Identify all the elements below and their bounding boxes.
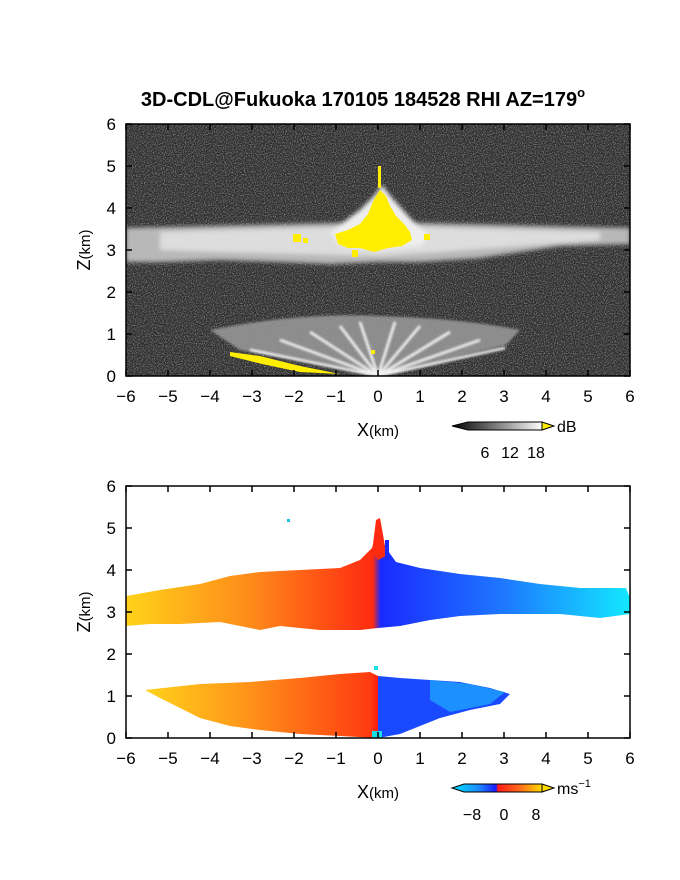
y-axis-label: Z(km)	[74, 230, 94, 271]
x-tick-label: −2	[284, 387, 303, 406]
backscatter-plot	[126, 124, 630, 376]
x-tick-label: 3	[499, 387, 508, 406]
x-axis-label: X(km)	[357, 420, 399, 440]
x-tick-label: −4	[200, 387, 219, 406]
x-tick-label: 0	[373, 749, 382, 768]
x-tick-label: −6	[116, 749, 135, 768]
colorbar-unit: dB	[557, 419, 577, 436]
colorbar-tick-label: −8	[463, 807, 481, 824]
chart-title: 3D-CDL@Fukuoka 170105 184528 RHI AZ=179o	[141, 85, 585, 111]
x-tick-label: 6	[625, 749, 634, 768]
x-axis-label: X(km)	[357, 782, 399, 802]
x-tick-label: −5	[158, 387, 177, 406]
x-tick-label: 2	[457, 387, 466, 406]
colorbar-backscatter: dB 6 12 18	[451, 419, 577, 462]
x-axis: −6 −5 −4 −3 −2 −1 0 1 2 3 4 5 6	[116, 486, 635, 768]
colorbar-tick-label: 0	[500, 807, 509, 824]
y-tick-label: 4	[107, 199, 116, 218]
y-tick-label: 5	[107, 157, 116, 176]
y-tick-label: 0	[107, 367, 116, 386]
y-tick-label: 6	[107, 477, 116, 496]
y-tick-label: 3	[107, 241, 116, 260]
x-tick-label: 1	[415, 749, 424, 768]
x-tick-label: −5	[158, 749, 177, 768]
y-tick-label: 1	[107, 325, 116, 344]
colorbar-tick-label: 6	[481, 445, 490, 462]
colorbar-tick-label: 18	[527, 445, 545, 462]
x-tick-label: −3	[242, 749, 261, 768]
lower-velocity-layer	[145, 666, 510, 738]
velocity-plot	[126, 486, 630, 738]
x-tick-label: −1	[326, 387, 345, 406]
x-tick-label: −3	[242, 387, 261, 406]
colorbar-tick-label: 12	[501, 445, 519, 462]
x-tick-label: 3	[499, 749, 508, 768]
x-tick-label: 2	[457, 749, 466, 768]
y-tick-label: 6	[107, 115, 116, 134]
y-tick-label: 0	[107, 729, 116, 748]
x-tick-label: 5	[583, 387, 592, 406]
upper-velocity-layer	[126, 528, 630, 630]
colorbar-tick-label: 8	[532, 807, 541, 824]
y-axis: 0 1 2 3 4 5 6	[107, 477, 630, 748]
x-tick-label: −2	[284, 749, 303, 768]
y-tick-label: 1	[107, 687, 116, 706]
x-tick-label: 4	[541, 387, 550, 406]
y-tick-label: 5	[107, 519, 116, 538]
y-axis-label: Z(km)	[74, 592, 94, 633]
strong-echo-region	[230, 166, 430, 374]
x-tick-label: −1	[326, 749, 345, 768]
low-level-fan	[210, 315, 520, 376]
colorbar-unit: ms−1	[557, 778, 591, 798]
x-tick-label: −4	[200, 749, 219, 768]
x-tick-label: 1	[415, 387, 424, 406]
x-tick-label: −6	[116, 387, 135, 406]
x-tick-label: 5	[583, 749, 592, 768]
x-tick-label: 0	[373, 387, 382, 406]
y-tick-label: 2	[107, 283, 116, 302]
y-axis: 0 1 2 3 4 5 6	[107, 115, 630, 386]
x-tick-label: 4	[541, 749, 550, 768]
colorbar-velocity: ms−1 −8 0 8	[450, 778, 591, 824]
y-tick-label: 2	[107, 645, 116, 664]
y-tick-label: 3	[107, 603, 116, 622]
x-tick-label: 6	[625, 387, 634, 406]
x-axis: −6 −5 −4 −3 −2 −1 0 1 2 3 4 5 6	[116, 124, 635, 406]
y-tick-label: 4	[107, 561, 116, 580]
